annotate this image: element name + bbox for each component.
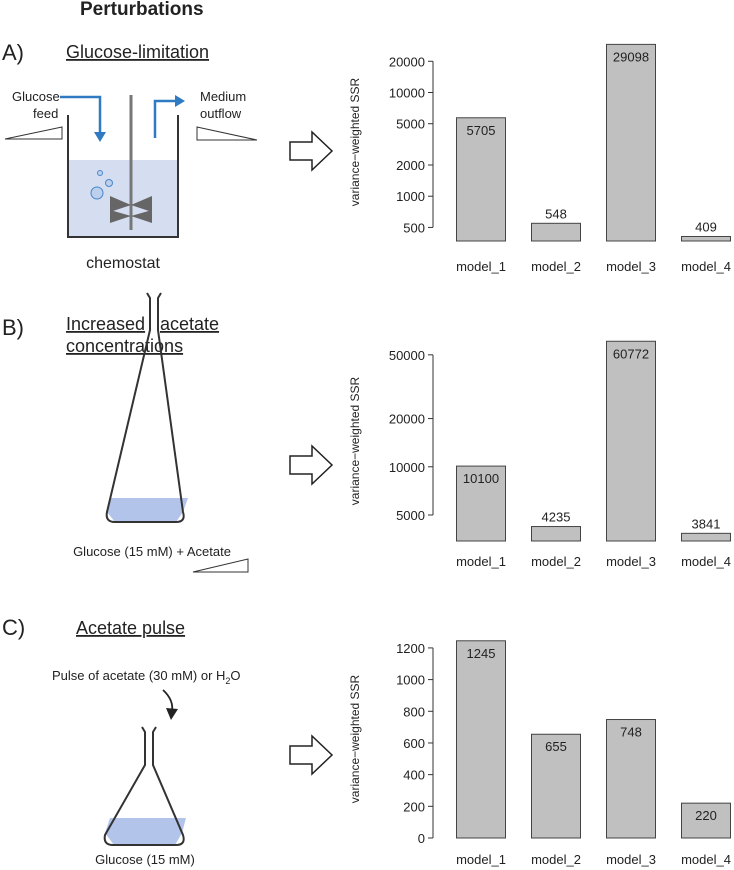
- value-label: 29098: [613, 49, 649, 64]
- bar: [456, 640, 506, 839]
- bar: [681, 802, 731, 839]
- y-axis-label: variance−weighted SSR: [348, 674, 362, 803]
- y-tick-label: 1000: [396, 673, 425, 688]
- bar: [606, 43, 656, 242]
- y-tick-label: 10000: [389, 460, 425, 475]
- diagram-caption: chemostat: [86, 255, 160, 272]
- y-tick-label: 20000: [389, 54, 425, 69]
- diagram-label: outflow: [200, 106, 242, 121]
- diagram-caption: Glucose (15 mM) + Acetate: [73, 544, 231, 559]
- medium: [68, 160, 178, 237]
- y-tick-label: 20000: [389, 412, 425, 427]
- annotation-subscript: 2: [225, 676, 230, 686]
- value-label: 3841: [692, 516, 721, 531]
- value-label: 60772: [613, 346, 649, 361]
- x-tick-label: model_1: [456, 852, 506, 867]
- flow-arrow: [289, 734, 334, 776]
- y-tick-label: 500: [403, 220, 425, 235]
- x-tick-label: model_3: [606, 259, 656, 274]
- bar: [606, 340, 656, 542]
- value-label: 548: [545, 206, 567, 221]
- bubble: [90, 186, 104, 200]
- flask: [103, 726, 185, 846]
- panel-heading: Glucose-limitation: [66, 42, 209, 62]
- y-tick-label: 5000: [396, 508, 425, 523]
- x-tick-label: model_4: [681, 259, 731, 274]
- panel-heading: concentrations: [66, 336, 183, 356]
- y-tick-label: 5000: [396, 117, 425, 132]
- flask: [105, 292, 185, 523]
- impeller: [110, 210, 152, 223]
- diagram-label: feed: [33, 106, 58, 121]
- x-tick-label: model_3: [606, 852, 656, 867]
- arrow-head: [166, 708, 178, 720]
- diagram-label: Medium: [200, 89, 246, 104]
- gradient-wedge: [196, 126, 258, 141]
- arrow-head: [175, 95, 185, 107]
- panel-label: C): [2, 615, 25, 640]
- y-axis-label: variance−weighted SSR: [348, 77, 362, 206]
- outflow-arrow: [153, 99, 176, 138]
- panel-label: B): [2, 315, 24, 340]
- x-tick-label: model_3: [606, 554, 656, 569]
- diagram-caption: Glucose (15 mM): [95, 852, 195, 867]
- diagram-annotation: Pulse of acetate (30 mM) or H2O: [52, 668, 241, 686]
- diagram-label: Glucose: [12, 89, 60, 104]
- panel-heading: acetate: [160, 314, 219, 334]
- x-tick-label: model_1: [456, 259, 506, 274]
- vessel: [67, 115, 179, 238]
- arrow-head: [94, 132, 106, 142]
- value-label: 5705: [467, 123, 496, 138]
- bar: [531, 733, 581, 839]
- value-label: 655: [545, 739, 567, 754]
- y-axis-label: variance−weighted SSR: [348, 376, 362, 505]
- x-tick-label: model_2: [531, 259, 581, 274]
- gradient-wedge: [192, 558, 249, 573]
- bar: [606, 719, 656, 839]
- value-label: 748: [620, 725, 642, 740]
- y-tick-label: 2000: [396, 158, 425, 173]
- value-label: 10100: [463, 471, 499, 486]
- panel-label: A): [2, 40, 24, 65]
- panel-heading: Increased: [66, 314, 145, 334]
- value-label: 4235: [542, 510, 571, 525]
- annotation-text: O: [230, 668, 240, 683]
- impeller: [110, 196, 152, 212]
- feed-arrow: [60, 95, 102, 134]
- y-tick-label: 0: [418, 831, 425, 846]
- y-tick-label: 10000: [389, 85, 425, 100]
- y-tick-label: 600: [403, 736, 425, 751]
- y-tick-label: 200: [403, 799, 425, 814]
- flow-arrow: [289, 444, 334, 486]
- value-label: 1245: [467, 646, 496, 661]
- y-tick-label: 1000: [396, 189, 425, 204]
- annotation-text: Pulse of acetate (30 mM) or H: [52, 668, 225, 683]
- x-tick-label: model_4: [681, 554, 731, 569]
- bar: [531, 526, 581, 542]
- bar: [456, 117, 506, 242]
- y-tick-label: 1200: [396, 641, 425, 656]
- medium: [107, 498, 188, 522]
- bar: [531, 222, 581, 242]
- y-tick-label: 400: [403, 768, 425, 783]
- y-tick-label: 50000: [389, 348, 425, 363]
- medium: [105, 818, 186, 845]
- x-tick-label: model_1: [456, 554, 506, 569]
- value-label: 409: [695, 219, 717, 234]
- bubble: [97, 170, 103, 176]
- value-label: 220: [695, 808, 717, 823]
- gradient-wedge: [4, 126, 63, 140]
- bar: [681, 532, 731, 542]
- flow-arrow: [289, 130, 334, 172]
- x-tick-label: model_4: [681, 852, 731, 867]
- bar: [456, 465, 506, 542]
- bar: [681, 235, 731, 242]
- x-tick-label: model_2: [531, 852, 581, 867]
- panel-heading: Acetate pulse: [76, 618, 185, 638]
- y-tick-label: 800: [403, 704, 425, 719]
- x-tick-label: model_2: [531, 554, 581, 569]
- bubble: [105, 179, 113, 187]
- figure-title: Perturbations: [80, 0, 204, 20]
